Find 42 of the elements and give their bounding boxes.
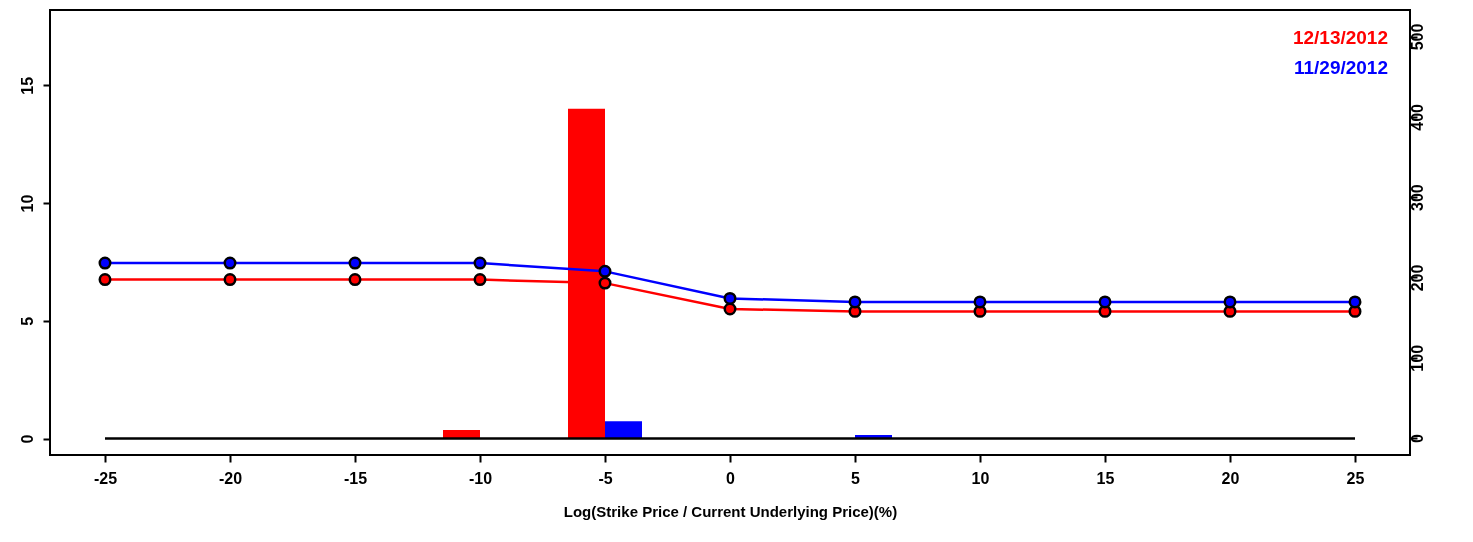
point: [973, 295, 987, 309]
legend-label: 12/13/2012: [1292, 27, 1388, 48]
point: [223, 273, 237, 287]
x-tick-label: 20: [1221, 469, 1240, 487]
y-tick-label: 5: [18, 316, 36, 326]
y-tick-label: 10: [18, 194, 36, 213]
point: [348, 273, 362, 287]
point: [348, 256, 362, 270]
x-tick-label: -25: [93, 469, 118, 487]
point: [1098, 295, 1112, 309]
point: [848, 295, 862, 309]
x-axis-title: Log(Strike Price / Current Underlying Price)(%): [563, 502, 898, 520]
point: [1223, 295, 1237, 309]
point: [723, 291, 737, 305]
y2-tick-label: 500: [1408, 23, 1426, 51]
y2-tick-label: 200: [1408, 264, 1426, 292]
x-tick-label: 0: [726, 469, 736, 487]
y-tick-label: 15: [18, 76, 36, 95]
point: [223, 256, 237, 270]
y2-tick-label: 0: [1408, 434, 1426, 444]
point: [473, 273, 487, 287]
x-tick-label: 25: [1346, 469, 1365, 487]
point: [723, 302, 737, 316]
y2-tick-label: 100: [1408, 344, 1426, 372]
bar: [605, 421, 642, 439]
y2-tick-label: 400: [1408, 103, 1426, 131]
point: [98, 256, 112, 270]
x-tick-label: -20: [218, 469, 243, 487]
point: [598, 264, 612, 278]
y-tick-label: 0: [18, 434, 36, 444]
x-tick-label: 5: [851, 469, 861, 487]
point: [98, 273, 112, 287]
text: 11/29/2012: [1293, 57, 1388, 78]
point: [598, 276, 612, 290]
point: [473, 256, 487, 270]
point: [1348, 295, 1362, 309]
x-tick-label: -15: [343, 469, 368, 487]
x-tick-label: -10: [468, 469, 493, 487]
x-tick-label: 10: [971, 469, 990, 487]
x-tick-label: 15: [1096, 469, 1115, 487]
x-tick-label: -5: [598, 469, 613, 487]
y2-tick-label: 300: [1408, 184, 1426, 212]
